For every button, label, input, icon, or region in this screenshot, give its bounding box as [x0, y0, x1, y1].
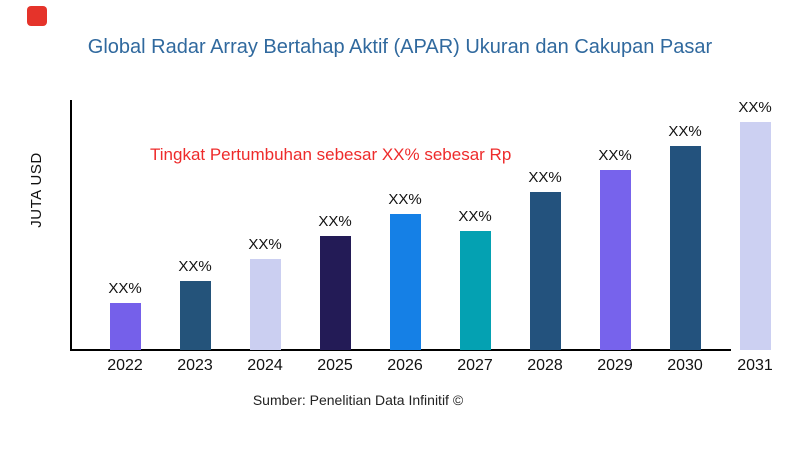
bar-value-label-2028: XX% [528, 169, 562, 186]
brand-logo [27, 6, 47, 26]
x-tick-label-2027: 2027 [457, 357, 493, 374]
x-tick-label-2028: 2028 [527, 357, 563, 374]
x-axis-line [70, 349, 731, 351]
bar-value-label-2027: XX% [458, 208, 492, 225]
bar-2029 [599, 170, 631, 350]
bar-value-label-2029: XX% [598, 147, 632, 164]
x-tick-label-2024: 2024 [247, 357, 283, 374]
bar-2030 [669, 146, 701, 350]
x-tick-label-2022: 2022 [107, 357, 143, 374]
bar-value-label-2022: XX% [108, 280, 142, 297]
bar-2028 [529, 192, 561, 350]
growth-rate-annotation: Tingkat Pertumbuhan sebesar XX% sebesar … [150, 145, 512, 164]
x-tick-label-2025: 2025 [317, 357, 353, 374]
y-axis-label: JUTA USD [28, 152, 45, 228]
bar-value-label-2030: XX% [668, 123, 702, 140]
x-tick-label-2031: 2031 [737, 357, 773, 374]
bar-2031 [739, 122, 771, 350]
bar-value-label-2026: XX% [388, 191, 422, 208]
x-tick-label-2023: 2023 [177, 357, 213, 374]
bar-2024 [249, 259, 281, 350]
bar-2026 [389, 214, 421, 350]
bar-2023 [179, 281, 211, 350]
bar-value-label-2024: XX% [248, 236, 282, 253]
x-tick-label-2026: 2026 [387, 357, 423, 374]
bar-value-label-2023: XX% [178, 258, 212, 275]
bar-2027 [459, 231, 491, 350]
bar-2022 [109, 303, 141, 350]
bar-value-label-2031: XX% [738, 99, 772, 116]
bar-2025 [319, 236, 351, 350]
x-tick-label-2029: 2029 [597, 357, 633, 374]
bar-value-label-2025: XX% [318, 213, 352, 230]
source-note: Sumber: Penelitian Data Infinitif © [252, 392, 464, 408]
x-tick-label-2030: 2030 [667, 357, 703, 374]
y-axis-line [70, 100, 72, 351]
chart-title: Global Radar Array Bertahap Aktif (APAR)… [87, 36, 713, 58]
